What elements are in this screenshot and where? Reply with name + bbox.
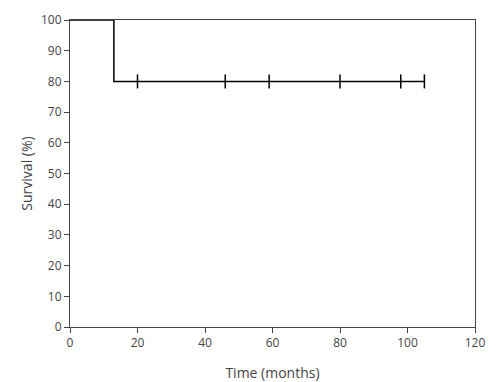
- svg-text:60: 60: [48, 134, 62, 151]
- svg-text:80: 80: [333, 334, 347, 351]
- svg-text:Time (months): Time (months): [225, 363, 319, 382]
- svg-text:20: 20: [131, 334, 145, 351]
- svg-text:20: 20: [48, 257, 62, 274]
- svg-text:100: 100: [41, 11, 62, 28]
- svg-text:90: 90: [48, 42, 62, 59]
- svg-text:0: 0: [55, 318, 62, 335]
- svg-text:30: 30: [48, 226, 62, 243]
- svg-text:40: 40: [48, 195, 62, 212]
- svg-text:100: 100: [397, 334, 418, 351]
- svg-text:40: 40: [198, 334, 212, 351]
- svg-text:120: 120: [465, 334, 486, 351]
- svg-text:0: 0: [67, 334, 74, 351]
- svg-text:70: 70: [48, 103, 62, 120]
- svg-text:50: 50: [48, 165, 62, 182]
- svg-text:60: 60: [266, 334, 280, 351]
- svg-text:10: 10: [48, 288, 62, 305]
- svg-text:Survival (%): Survival (%): [17, 136, 36, 210]
- svg-text:80: 80: [48, 73, 62, 90]
